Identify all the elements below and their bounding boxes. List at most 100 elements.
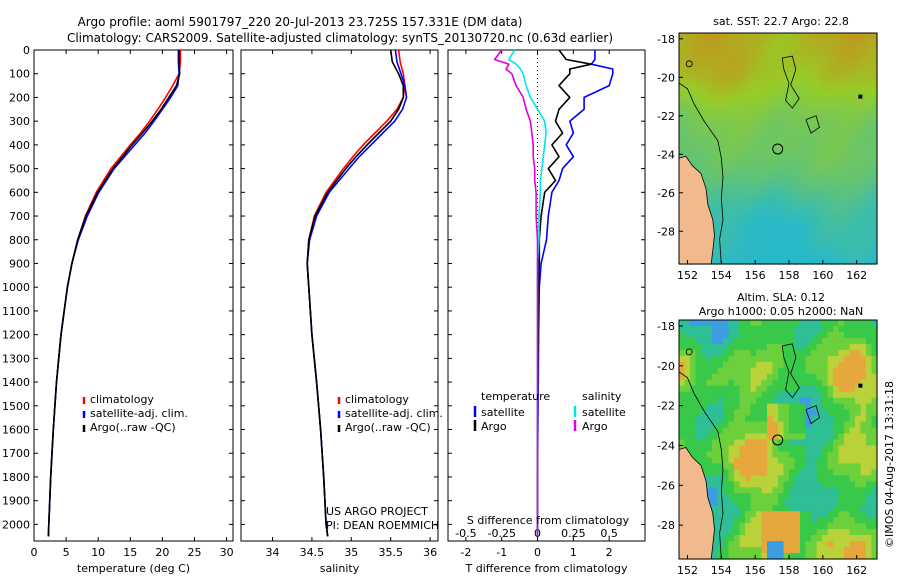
series-line-salinity-argo [493, 49, 539, 537]
map-cell [866, 343, 873, 351]
map-cell [789, 439, 796, 447]
map-cell [838, 183, 845, 190]
map-cell [789, 125, 796, 132]
map-cell [783, 108, 790, 115]
map-cell [855, 517, 862, 524]
map-cell [794, 113, 801, 121]
map-cell [756, 409, 763, 417]
map-cell [789, 409, 796, 417]
map-cell [717, 451, 724, 459]
map-cell [860, 61, 867, 69]
map-cell [772, 337, 779, 345]
map-cell [728, 61, 735, 69]
map-cell [838, 553, 845, 560]
map-cell [739, 136, 746, 144]
map-cell [761, 154, 768, 161]
map-cell [860, 212, 867, 219]
map-cell [690, 148, 697, 155]
map-cell [789, 457, 796, 464]
map-cell [778, 517, 785, 524]
map-cell [800, 84, 807, 92]
map-cell [855, 415, 862, 423]
map-cell [855, 439, 862, 447]
map-cell [805, 188, 812, 196]
map-cell [739, 56, 746, 63]
map-cell [794, 421, 801, 429]
map-cell [712, 90, 719, 98]
map-cell [800, 206, 807, 213]
map-cell [739, 154, 746, 161]
map-cell [844, 325, 851, 333]
map-cell [750, 320, 757, 327]
map-cell [783, 194, 790, 202]
map-cell [750, 475, 757, 482]
map-cell [866, 194, 873, 202]
map-cell [789, 325, 796, 333]
map-cell [855, 385, 862, 393]
map-cell [717, 487, 724, 494]
map-cell [695, 373, 702, 381]
y-tick-label: 200 [9, 91, 30, 104]
map-cell [822, 90, 829, 98]
map-cell [800, 125, 807, 132]
map-cell [783, 217, 790, 225]
map-cell [860, 481, 867, 488]
map-cell [706, 171, 713, 178]
map-cell [833, 415, 840, 423]
map-cell [739, 427, 746, 435]
map-cell [734, 183, 741, 190]
map-cell [838, 361, 845, 369]
map-cell [849, 67, 856, 75]
map-cell [860, 171, 867, 178]
map-cell [750, 165, 757, 173]
map-cell [723, 73, 730, 80]
map-cell [712, 397, 719, 405]
map-cell [695, 67, 702, 75]
map-cell [761, 385, 768, 393]
map-cell [761, 200, 768, 207]
map-cell [750, 160, 757, 167]
map-cell [833, 206, 840, 213]
map-cell [844, 439, 851, 447]
map-cell [833, 131, 840, 138]
map-cell [701, 349, 708, 357]
map-cell [706, 427, 713, 435]
map-cell [866, 403, 873, 411]
map-cell [750, 517, 757, 524]
map-cell [827, 379, 834, 387]
map-cell [706, 200, 713, 207]
map-cell [767, 73, 774, 80]
map-cell [805, 235, 812, 242]
map-cell [816, 96, 823, 103]
map-cell [811, 445, 818, 453]
map-cell [706, 119, 713, 127]
map-cell [816, 457, 823, 464]
map-cell [767, 397, 774, 405]
map-cell [822, 463, 829, 470]
map-cell [756, 79, 763, 86]
map-cell [871, 235, 878, 242]
map-cell [816, 38, 823, 46]
map-cell [866, 171, 873, 178]
map-cell [684, 403, 691, 411]
map-cell [827, 409, 834, 417]
map-cell [690, 391, 697, 399]
map-cell [701, 463, 708, 470]
map-cell [866, 541, 873, 548]
map-cell [789, 113, 796, 121]
map-cell [706, 38, 713, 46]
map-cell [701, 409, 708, 417]
map-cell [822, 505, 829, 512]
map-cell [800, 487, 807, 494]
map-cell [750, 445, 757, 453]
map-cell [816, 223, 823, 230]
map-cell [800, 108, 807, 115]
map-cell [849, 529, 856, 536]
map-cell [679, 415, 686, 423]
map-cell [695, 391, 702, 399]
map-cell [822, 183, 829, 190]
map-cell [871, 33, 878, 40]
map-cell [838, 131, 845, 138]
map-cell [750, 206, 757, 213]
bathymetry-contour [678, 82, 724, 265]
